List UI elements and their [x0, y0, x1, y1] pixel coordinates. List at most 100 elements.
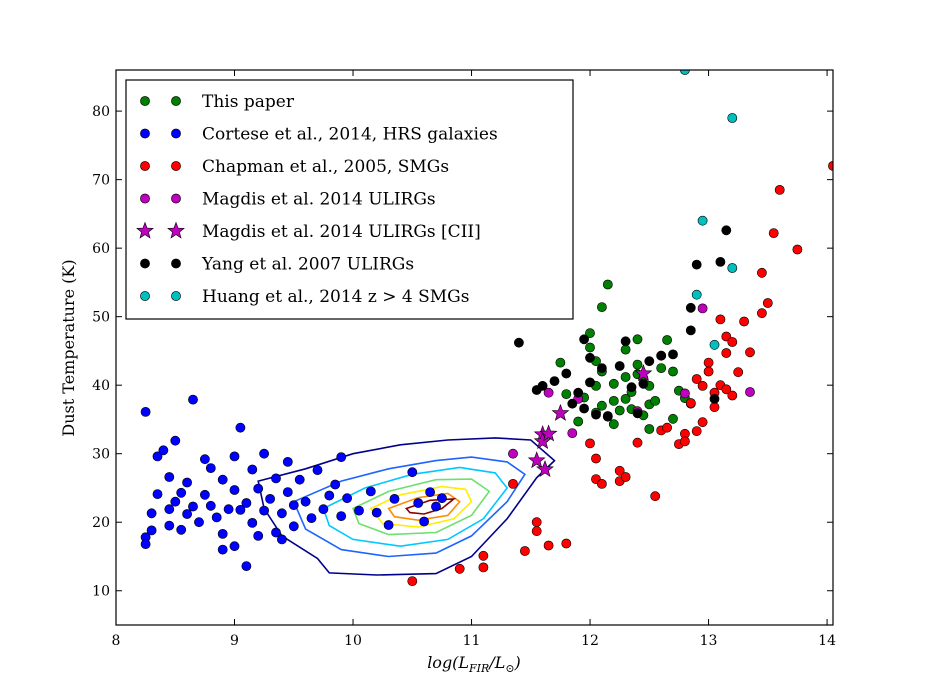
- legend-marker: [171, 291, 181, 301]
- legend-marker: [171, 193, 181, 204]
- data-point: [205, 500, 216, 511]
- data-point: [691, 259, 702, 270]
- data-point: [152, 451, 163, 462]
- data-point: [585, 377, 595, 388]
- data-point: [608, 395, 619, 406]
- data-point: [389, 493, 400, 504]
- legend-marker: [136, 221, 154, 239]
- data-point: [727, 263, 738, 273]
- legend-marker: [171, 128, 181, 139]
- contour-level-1: [257, 437, 556, 576]
- data-point: [662, 335, 672, 345]
- data-point: [662, 422, 672, 433]
- data-point: [573, 416, 584, 427]
- data-point: [146, 508, 157, 519]
- data-point: [650, 491, 661, 502]
- data-point: [318, 504, 329, 515]
- data-point: [431, 501, 441, 512]
- data-point: [727, 390, 738, 401]
- data-point: [626, 382, 637, 393]
- data-point: [697, 303, 708, 314]
- data-point: [691, 426, 702, 436]
- data-point: [478, 550, 489, 561]
- legend-entry: Cortese et al., 2014, HRS galaxies: [140, 125, 498, 145]
- data-point: [253, 483, 264, 494]
- legend-label: Yang et al. 2007 ULIRGs: [201, 255, 414, 275]
- y-tick-label: 70: [92, 173, 110, 189]
- legend-entry: Magdis et al. 2014 ULIRGs [CII]: [136, 221, 481, 242]
- data-point: [632, 334, 643, 345]
- data-point: [508, 448, 518, 459]
- plot-area-frame: [115, 69, 834, 626]
- data-point: [199, 489, 210, 500]
- legend-marker: [167, 221, 185, 239]
- data-point: [164, 520, 175, 531]
- data-point: [551, 403, 570, 421]
- data-point: [561, 389, 572, 399]
- data-point: [585, 352, 595, 363]
- data-point: [549, 376, 560, 386]
- data-point: [164, 504, 175, 515]
- data-point: [602, 411, 613, 421]
- data-point: [199, 454, 210, 465]
- data-point: [539, 424, 558, 442]
- legend-label: Cortese et al., 2014, HRS galaxies: [202, 125, 498, 145]
- y-tick-label: 20: [92, 515, 110, 531]
- y-tick-label: 80: [92, 104, 110, 120]
- data-point: [620, 336, 631, 347]
- data-point: [620, 372, 631, 382]
- data-point: [620, 472, 631, 482]
- data-point: [265, 493, 275, 504]
- data-point: [324, 490, 335, 501]
- data-point: [294, 474, 305, 485]
- data-point: [680, 388, 690, 399]
- y-tick-label: 60: [92, 241, 110, 257]
- data-point: [608, 378, 619, 389]
- data-point: [188, 501, 198, 512]
- data-point: [336, 511, 347, 521]
- data-point: [620, 393, 631, 404]
- data-point: [478, 562, 489, 573]
- data-point: [520, 546, 530, 556]
- legend-marker: [171, 161, 181, 171]
- data-points: [140, 70, 833, 586]
- data-point: [792, 244, 803, 255]
- legend-entry: Huang et al., 2014 z > 4 SMGs: [140, 287, 469, 307]
- y-tick-label: 40: [92, 378, 110, 394]
- data-point: [597, 400, 607, 411]
- data-point: [282, 487, 293, 497]
- contour-level-5: [369, 485, 473, 528]
- data-point: [579, 403, 589, 414]
- data-point: [567, 428, 578, 438]
- data-point: [182, 509, 192, 519]
- data-point: [330, 479, 341, 490]
- data-point: [425, 487, 435, 497]
- data-point: [597, 302, 607, 312]
- data-point: [697, 417, 708, 428]
- data-point: [383, 520, 394, 530]
- axis-ticks: 8 9 10 11 12 13 14 10 20 30 40 50 60 70 80: [92, 70, 836, 649]
- data-point: [354, 505, 364, 516]
- contour-level-2: [292, 456, 526, 558]
- data-point: [306, 513, 317, 523]
- data-point: [241, 498, 252, 508]
- data-point: [276, 534, 287, 545]
- contour-level-3: [322, 466, 509, 548]
- data-point: [739, 316, 749, 327]
- data-point: [536, 460, 554, 478]
- legend: This paper Cortese et al., 2014, HRS gala…: [125, 79, 574, 320]
- data-point: [229, 451, 240, 462]
- data-point: [282, 456, 293, 467]
- data-point: [828, 161, 833, 171]
- y-tick-label: 30: [92, 447, 110, 463]
- legend-label: Magdis et al. 2014 ULIRGs: [202, 190, 436, 210]
- data-point: [597, 363, 607, 373]
- data-point: [259, 505, 269, 516]
- data-point: [543, 387, 554, 398]
- data-point: [182, 477, 192, 488]
- legend-marker: [140, 258, 150, 269]
- data-point: [685, 325, 696, 336]
- legend-marker: [140, 96, 150, 106]
- data-point: [561, 538, 572, 549]
- data-point: [685, 302, 696, 313]
